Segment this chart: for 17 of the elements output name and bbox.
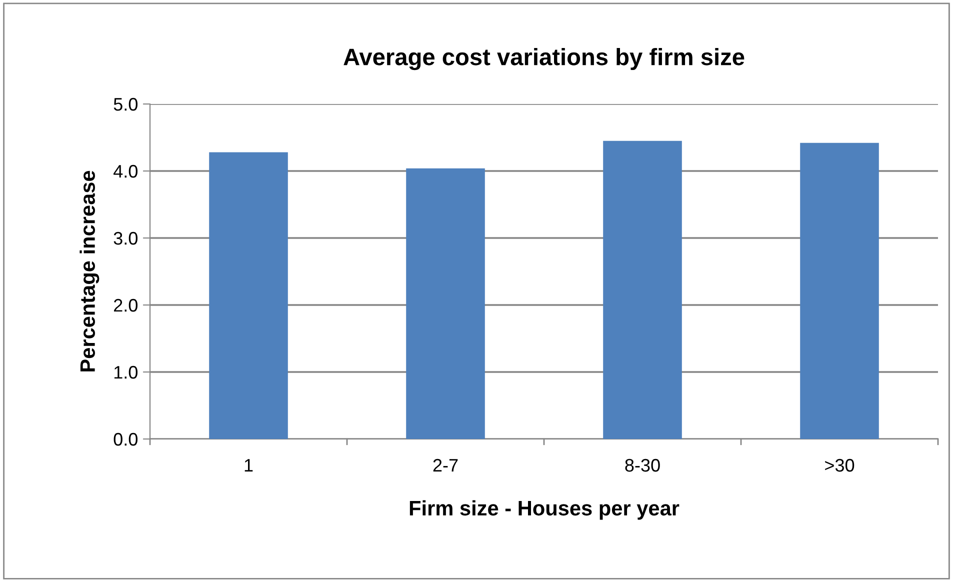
y-tick-label: 2.0 [114, 298, 138, 312]
bar [406, 168, 485, 439]
y-tick-label: 0.0 [114, 432, 138, 446]
x-tick-label: 8-30 [625, 458, 660, 472]
bar [800, 142, 879, 439]
chart-title: Average cost variations by firm size [344, 48, 744, 70]
y-tick-label: 5.0 [114, 98, 138, 111]
x-tick-label: >30 [825, 458, 854, 472]
y-tick-label: 4.0 [114, 164, 138, 178]
bar [209, 152, 288, 439]
y-tick-label: 3.0 [114, 232, 138, 245]
y-tick-label: 1.0 [114, 366, 138, 379]
y-axis-title: Percentage increase [80, 170, 100, 372]
x-axis-title: Firm size - Houses per year [410, 500, 680, 520]
x-tick-label: 2-7 [433, 458, 458, 472]
bar [603, 140, 682, 439]
x-tick-label: 1 [244, 459, 253, 472]
